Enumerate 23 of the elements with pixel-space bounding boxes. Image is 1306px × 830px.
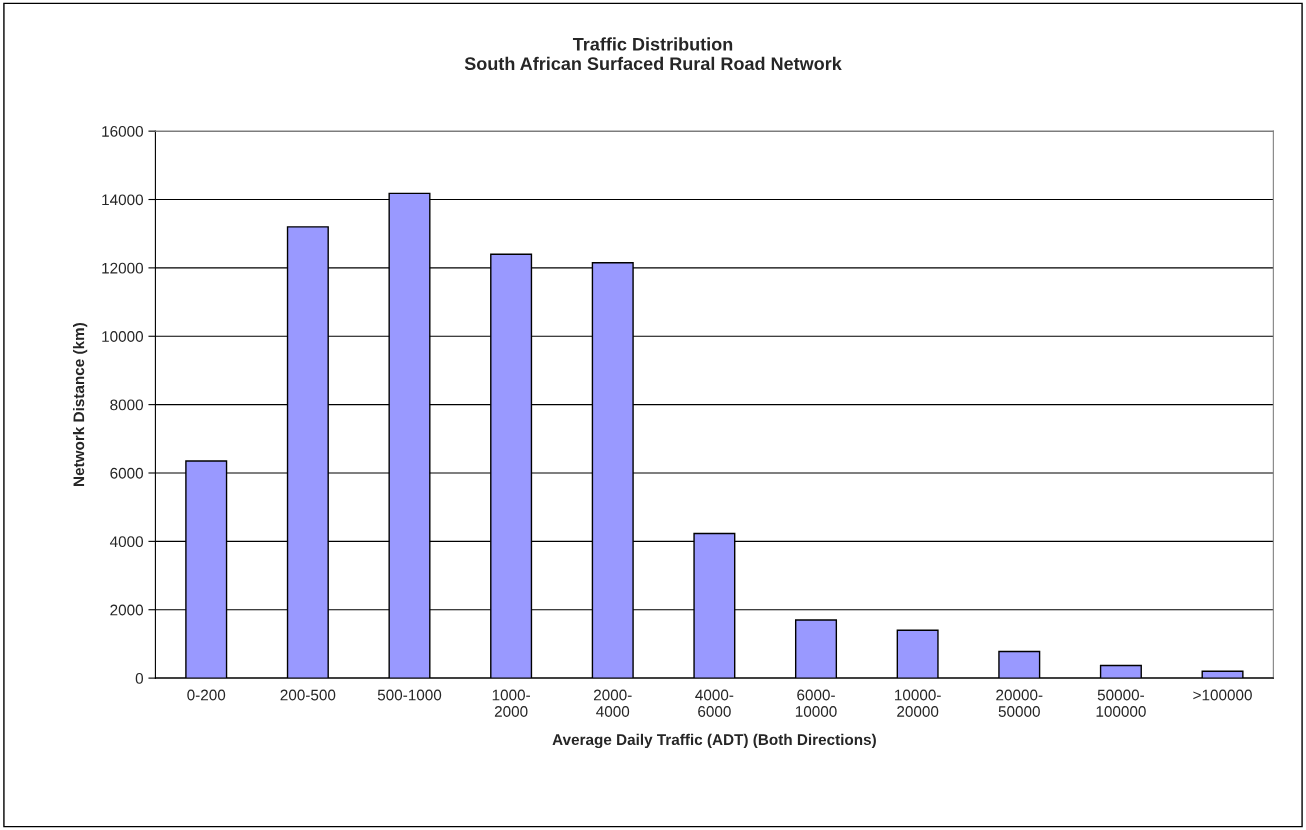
y-tick-label: 10000 (102, 331, 144, 342)
y-tick-label: 14000 (102, 194, 144, 206)
y-tick-label: 16000 (102, 126, 144, 137)
x-tick-label: 0-200 (187, 689, 226, 701)
y-axis-title: Network Distance (km) (73, 323, 88, 486)
y-tick-label: 8000 (110, 399, 144, 411)
x-tick-label: 10000- 20000 (895, 689, 941, 717)
x-axis-title: Average Daily Traffic (ADT) (Both Directions) (552, 733, 876, 749)
x-tick-label: >100000 (1193, 689, 1252, 701)
x-tick-label: 6000- 10000 (795, 689, 837, 717)
chart-title: Traffic Distribution South African Surfaced Rural Road Network (464, 37, 842, 71)
x-tick-label: 50000- 100000 (1096, 689, 1146, 717)
y-tick-label: 6000 (110, 467, 144, 479)
x-tick-label: 500-1000 (377, 689, 442, 701)
x-tick-label: 1000- 2000 (492, 689, 530, 717)
x-tick-label: 200-500 (280, 689, 336, 701)
x-tick-label: 4000- 6000 (695, 689, 734, 717)
x-tick-label: 20000- 50000 (996, 689, 1043, 717)
x-tick-label: 2000- 4000 (593, 689, 632, 717)
y-tick-label: 12000 (102, 262, 144, 274)
y-tick-label: 2000 (110, 604, 144, 616)
y-tick-label: 0 (135, 672, 144, 684)
y-tick-label: 4000 (109, 536, 144, 548)
